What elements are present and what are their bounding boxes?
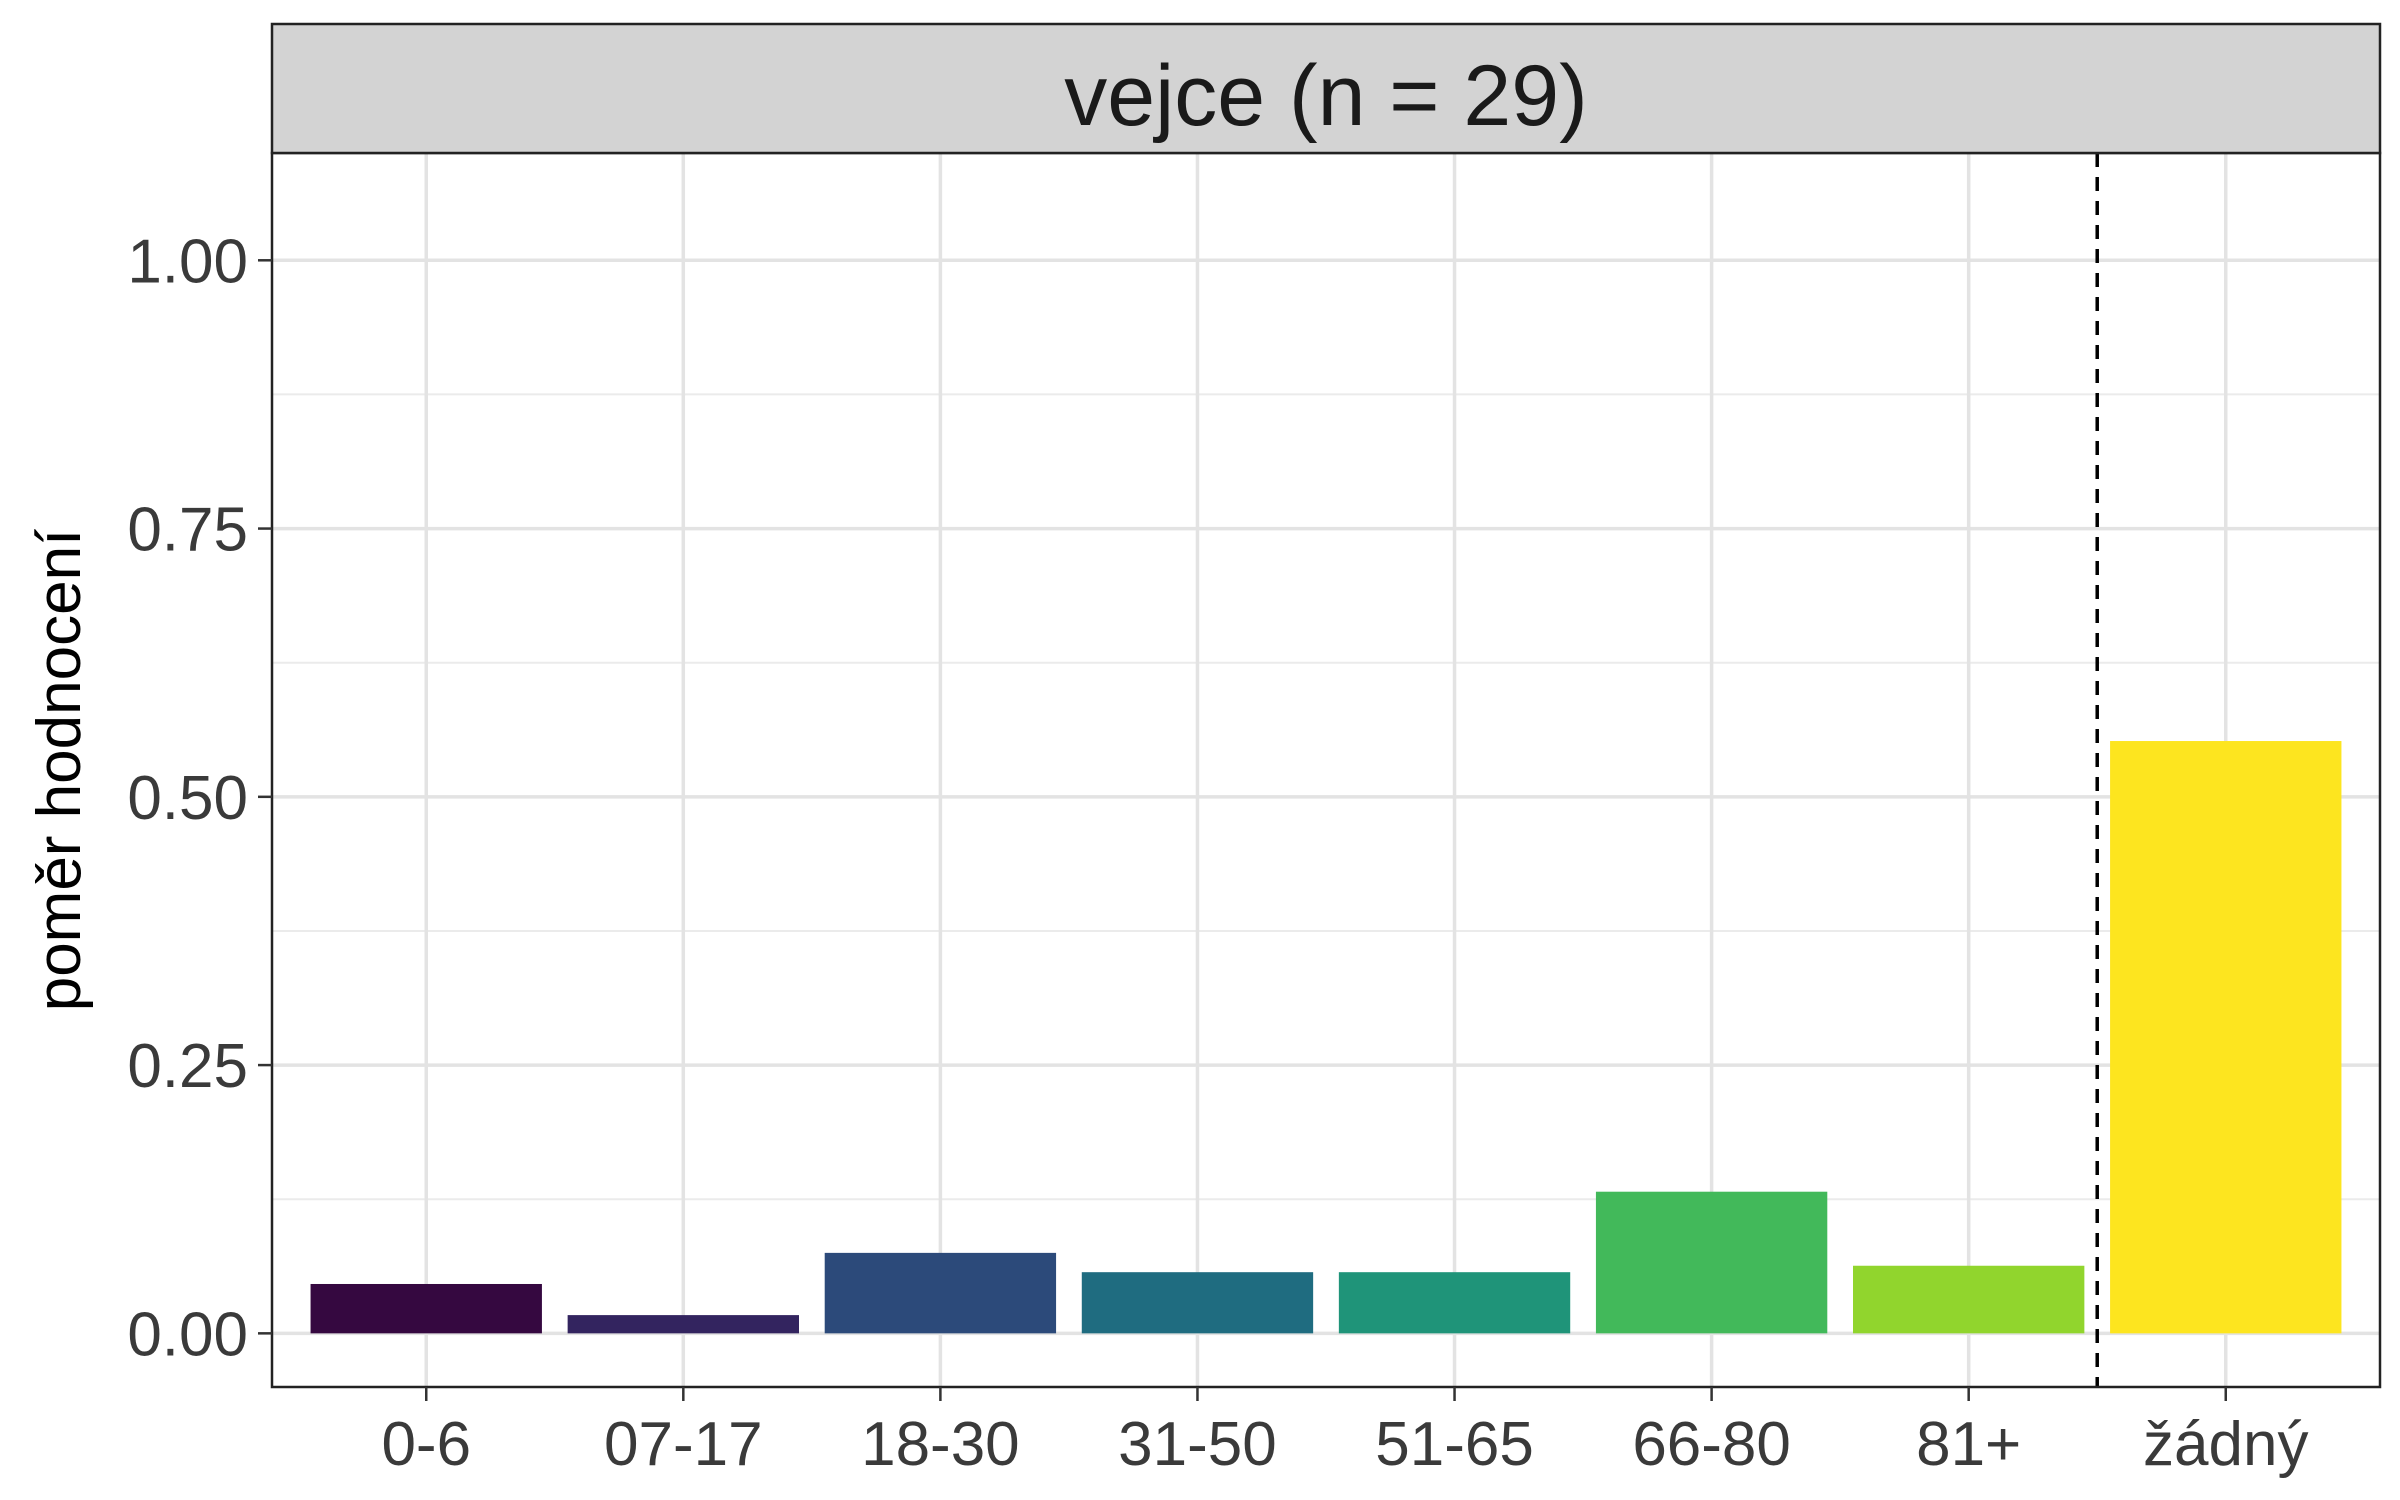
bar <box>824 1252 1057 1334</box>
y-axis-title: poměr hodnocení <box>25 529 94 1012</box>
chart-title: vejce (n = 29) <box>1064 48 1587 144</box>
y-tick-label: 0.50 <box>127 764 248 833</box>
bar <box>1338 1272 1571 1334</box>
strip-background <box>270 22 2382 155</box>
panel-border <box>270 151 2382 1389</box>
x-tick-label: 18-30 <box>861 1410 1020 1479</box>
bar <box>2110 741 2342 1334</box>
x-tick-label: 81+ <box>1916 1410 2021 1479</box>
bar <box>310 1283 542 1334</box>
bar <box>567 1315 799 1334</box>
x-tick-label: 31-50 <box>1118 1410 1277 1479</box>
x-tick-label: 07-17 <box>604 1410 763 1479</box>
y-tick-label: 0.00 <box>127 1300 248 1369</box>
x-axis: 0-6 07-17 18-30 31-50 51-65 66-80 81+ žádný <box>381 1387 2308 1479</box>
bar <box>1081 1272 1314 1334</box>
y-tick-label: 0.75 <box>127 496 248 565</box>
y-tick-label: 1.00 <box>127 227 248 296</box>
y-axis: 0.00 0.25 0.50 0.75 1.00 <box>127 227 272 1369</box>
x-tick-label: 0-6 <box>381 1410 471 1479</box>
x-tick-label: 66-80 <box>1632 1410 1791 1479</box>
y-tick-label: 0.25 <box>127 1032 248 1101</box>
grid-layer <box>272 153 2380 1387</box>
bar <box>1595 1191 1828 1334</box>
bar <box>1853 1265 2085 1334</box>
x-tick-label: žádný <box>2143 1410 2308 1479</box>
x-tick-label: 51-65 <box>1375 1410 1534 1479</box>
bars-layer <box>310 741 2342 1334</box>
